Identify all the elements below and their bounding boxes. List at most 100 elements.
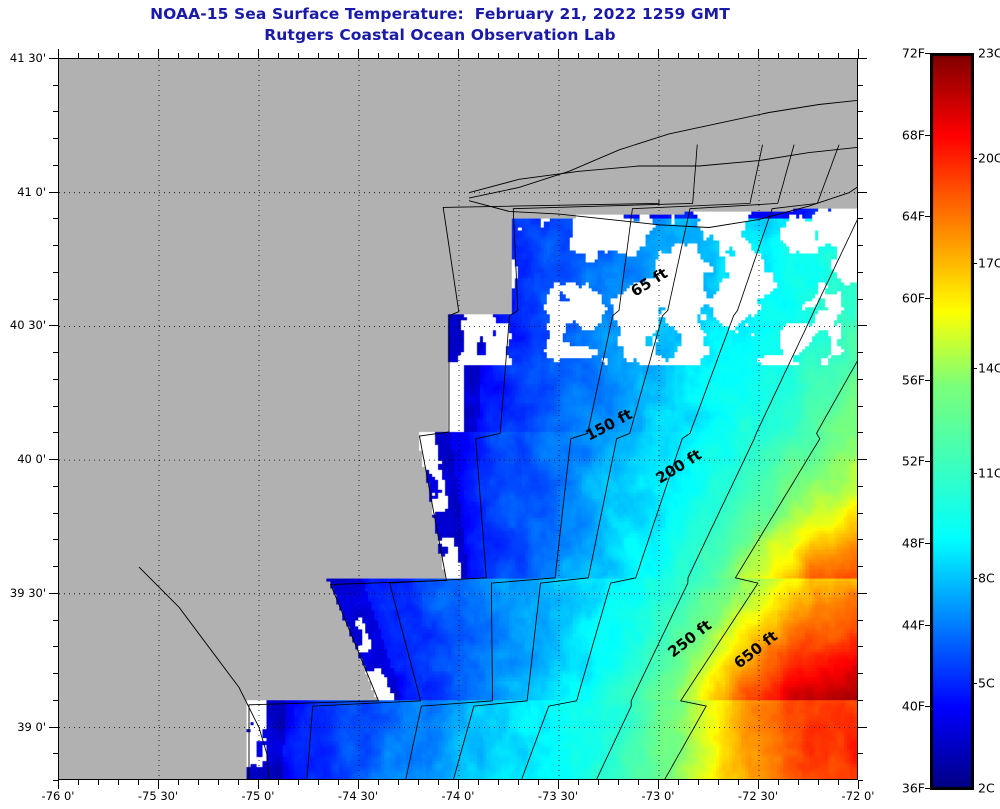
x-axis-tick: [98, 780, 99, 785]
y-axis-tick-right: [858, 592, 867, 594]
x-axis-tick: [298, 780, 299, 785]
x-axis-tick: [858, 780, 859, 789]
bathymetry-label-3: 250 ft: [664, 616, 715, 661]
bathymetry-label-0: 65 ft: [628, 264, 671, 300]
colorbar-label-c-2: 2C: [978, 780, 995, 796]
y-axis-tick-right: [858, 780, 863, 781]
colorbar-label-c-23: 23C: [978, 45, 1000, 61]
map-vector-overlay: 65 ft 150 ft 200 ft 250 ft 650 ft: [59, 59, 857, 779]
x-axis-tick-top: [318, 53, 319, 58]
colorbar-label-f-72: 72F: [901, 45, 925, 61]
x-axis-tick: [818, 780, 819, 785]
x-axis-tick-top: [618, 53, 619, 58]
colorbar-label-f-48: 48F: [901, 535, 925, 551]
x-axis-tick-top: [378, 53, 379, 58]
x-axis-label: -74 0': [441, 789, 475, 803]
colorbar-tick-f-48: [925, 543, 931, 544]
x-axis-tick: [478, 780, 479, 785]
colorbar-label-f-40: 40F: [901, 698, 925, 714]
y-axis-label: 41 0': [17, 184, 46, 199]
x-axis-tick-top: [718, 53, 719, 58]
sst-map-panel[interactable]: 65 ft 150 ft 200 ft 250 ft 650 ft: [58, 58, 858, 780]
y-axis-tick: [53, 512, 58, 514]
x-axis-tick: [198, 780, 199, 785]
x-axis-tick: [438, 780, 439, 785]
x-axis-tick: [418, 780, 419, 785]
x-axis-tick: [838, 780, 839, 785]
y-axis-tick-right: [858, 271, 863, 273]
colorbar-label-c-17: 17C: [978, 255, 1000, 271]
y-axis-tick-right: [858, 753, 863, 755]
colorbar-tick-f-52: [925, 461, 931, 463]
x-axis-tick: [318, 780, 319, 785]
bathymetry-label-4: 650 ft: [730, 627, 781, 672]
x-axis-tick: [138, 780, 139, 785]
colorbar-tick-c-11: [971, 473, 977, 474]
x-axis-tick: [618, 780, 619, 785]
y-axis-tick-right: [858, 218, 863, 220]
x-axis-label: -73 30': [537, 789, 579, 803]
bathymetry-250ft: [521, 144, 840, 779]
colorbar-label-f-52: 52F: [901, 453, 925, 469]
y-axis-tick: [53, 780, 58, 781]
y-axis-tick-right: [858, 485, 863, 487]
y-axis-tick: [49, 726, 58, 728]
y-axis-tick-right: [858, 646, 863, 648]
x-axis-tick-top: [478, 53, 479, 58]
colorbar-tick-f-56: [925, 379, 931, 381]
x-axis-tick-top: [558, 49, 559, 58]
colorbar-gradient: [930, 53, 974, 790]
bathymetry-deep: [664, 360, 857, 779]
x-axis-tick: [378, 780, 379, 785]
x-axis-tick-top: [198, 53, 199, 58]
x-axis-tick-top: [158, 49, 159, 58]
x-axis-tick-top: [638, 53, 639, 58]
x-axis-tick-top: [398, 53, 399, 58]
colorbar-label-c-20: 20C: [978, 150, 1000, 166]
y-axis-tick: [53, 539, 58, 541]
y-axis-tick-right: [858, 566, 863, 568]
y-axis-tick-right: [858, 459, 867, 461]
x-axis-tick-top: [138, 53, 139, 58]
x-axis-tick-top: [178, 53, 179, 58]
page-subtitle: Rutgers Coastal Ocean Observation Lab: [264, 26, 616, 44]
colorbar-label-c-14: 14C: [978, 360, 1000, 376]
x-axis-tick-top: [358, 49, 359, 58]
colorbar-label-f-64: 64F: [901, 208, 925, 224]
y-axis-tick: [49, 592, 58, 594]
x-axis-tick: [238, 780, 239, 785]
y-axis-tick: [53, 164, 58, 166]
colorbar-tick-f-36: [925, 788, 931, 789]
bathymetry-650ft: [596, 219, 857, 779]
x-axis-tick: [718, 780, 719, 785]
colorbar-tick-c-5: [971, 683, 977, 684]
x-axis-tick-top: [738, 53, 739, 58]
y-axis-tick: [53, 646, 58, 648]
colorbar-tick-c-17: [971, 263, 977, 264]
colorbar-tick-c-20: [971, 158, 977, 159]
colorbar-label-f-68: 68F: [901, 127, 925, 143]
y-axis-tick-right: [858, 58, 867, 59]
colorbar-label-c-5: 5C: [978, 675, 995, 691]
x-axis-label: -73 0': [641, 789, 675, 803]
colorbar-tick-f-40: [925, 706, 931, 708]
colorbar-tick-f-72: [925, 53, 931, 54]
y-axis-label: 40 0': [17, 452, 46, 467]
y-axis-tick-right: [858, 138, 863, 140]
y-axis-tick: [49, 459, 58, 461]
y-axis-tick: [49, 191, 58, 193]
colorbar-label-f-60: 60F: [901, 290, 925, 306]
x-axis-tick-top: [658, 49, 659, 58]
x-axis-tick: [538, 780, 539, 785]
x-axis-label: -72 30': [737, 789, 779, 803]
x-axis-tick: [458, 780, 459, 789]
colorbar-tick-c-14: [971, 368, 977, 369]
coastline-long-island-north: [468, 146, 857, 194]
x-axis-tick-top: [118, 53, 119, 58]
x-axis-tick-top: [698, 53, 699, 58]
x-axis-tick-top: [418, 53, 419, 58]
x-axis-tick-top: [678, 53, 679, 58]
y-axis-label: 39 30': [9, 585, 46, 600]
y-axis-tick-right: [858, 325, 867, 327]
y-axis-tick-right: [858, 619, 863, 621]
